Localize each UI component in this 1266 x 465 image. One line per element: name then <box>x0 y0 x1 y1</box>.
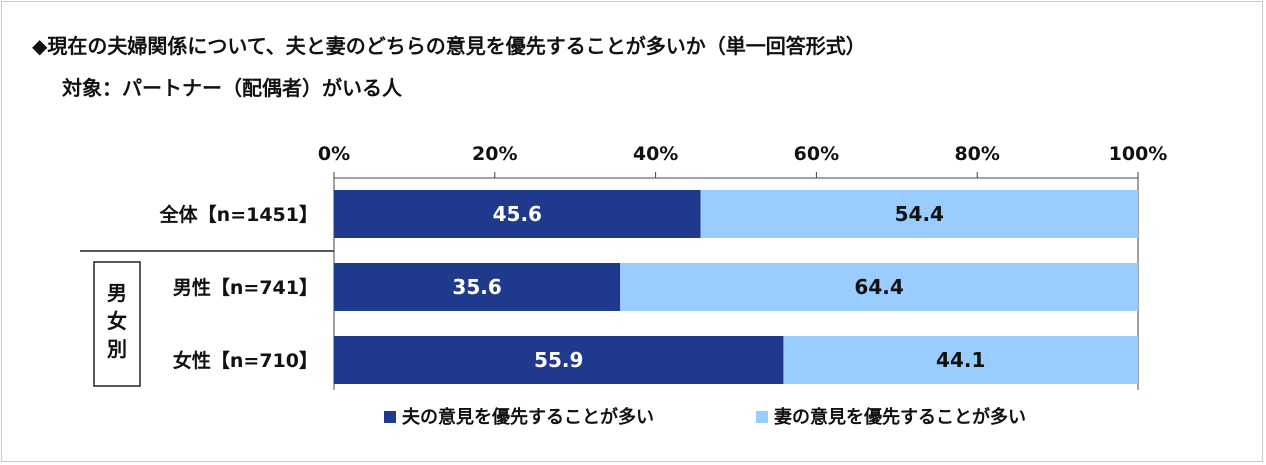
data-label: 64.4 <box>854 275 903 299</box>
chart-subtitle: 対象：パートナー（配偶者）がいる人 <box>62 76 402 100</box>
category-label: 女性【n=710】 <box>173 349 318 372</box>
x-tick-label: 100% <box>1109 143 1168 165</box>
legend-swatch <box>384 411 396 423</box>
bar-segment <box>334 190 701 238</box>
bar-segment <box>620 263 1138 311</box>
x-tick-label: 60% <box>794 143 839 165</box>
bar-segment <box>334 336 784 384</box>
x-tick-label: 0% <box>318 143 350 165</box>
data-label: 44.1 <box>936 348 985 372</box>
group-label-char: 男 <box>107 281 127 305</box>
bar-segment <box>783 336 1138 384</box>
legend-label: 妻の意見を優先することが多い <box>774 406 1026 428</box>
group-box <box>93 261 141 387</box>
group-label-char: 女 <box>107 309 127 333</box>
bar-segment <box>334 263 621 311</box>
group-label-char: 別 <box>107 337 127 361</box>
data-label: 54.4 <box>895 202 944 226</box>
category-label: 全体【n=1451】 <box>159 203 318 226</box>
chart-title: ◆現在の夫婦関係について、夫と妻のどちらの意見を優先することが多いか（単一回答形… <box>32 34 866 58</box>
bar-segment <box>700 190 1138 238</box>
data-label: 35.6 <box>452 275 501 299</box>
x-tick-label: 40% <box>633 143 678 165</box>
x-tick-label: 20% <box>472 143 517 165</box>
data-label: 45.6 <box>493 202 542 226</box>
data-label: 55.9 <box>534 348 583 372</box>
legend-swatch <box>756 411 768 423</box>
category-label: 男性【n=741】 <box>173 276 318 299</box>
legend-label: 夫の意見を優先することが多い <box>402 406 654 428</box>
x-tick-label: 80% <box>954 143 999 165</box>
